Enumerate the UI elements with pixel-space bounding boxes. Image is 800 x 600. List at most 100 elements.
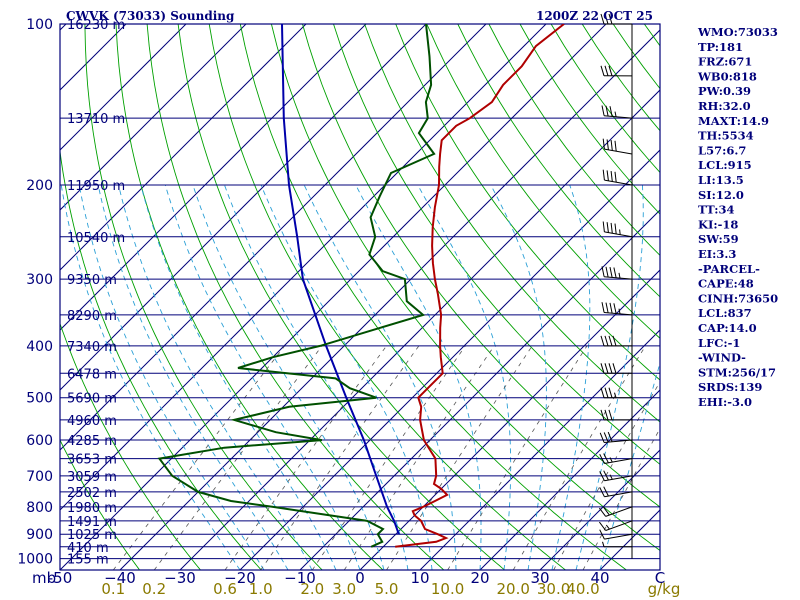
wind-barb <box>599 529 633 540</box>
mixing-ratio-tick-label: 3.0 <box>332 580 356 598</box>
wind-barb-feather <box>601 302 605 313</box>
moist-adiabat-line <box>118 184 313 570</box>
dry-adiabat-line <box>146 24 445 570</box>
isotherm-line <box>239 149 660 570</box>
dry-adiabat-line <box>60 439 140 570</box>
mixing-ratio-line <box>224 345 387 570</box>
moist-adiabat-line <box>164 184 361 570</box>
index-value: KI:-18 <box>698 217 738 231</box>
wind-barb <box>602 138 633 155</box>
pressure-tick-label: 600 <box>26 433 53 449</box>
isotherm-line <box>60 24 607 570</box>
isotherm-line <box>359 269 660 570</box>
wind-barb-feather <box>602 221 605 232</box>
dry-adiabat-line <box>239 24 627 570</box>
dry-adiabat-line <box>333 24 660 465</box>
index-value: TT:34 <box>698 203 735 217</box>
index-value: STM:256/17 <box>698 365 776 379</box>
wind-barb-feather <box>600 65 605 76</box>
height-label: 7340 m <box>67 340 117 355</box>
wind-barb-staff <box>604 458 633 464</box>
height-label: 2502 m <box>67 486 117 501</box>
wind-barb-feather <box>612 363 617 374</box>
pressure-tick-label: 300 <box>26 272 53 288</box>
index-value: LI:13.5 <box>698 173 744 187</box>
wind-barb-half-feather <box>602 541 605 547</box>
isotherm-line <box>539 449 660 570</box>
dry-adiabat-line <box>115 24 384 570</box>
wind-barb-feather <box>600 335 605 347</box>
mixing-ratio-unit-label: g/kg <box>648 580 681 598</box>
wind-barb-feather <box>599 487 605 497</box>
wind-barb-feather <box>607 431 613 442</box>
wind-barb-feather <box>604 335 609 347</box>
height-label: 5690 m <box>67 392 117 407</box>
temperature-tick-label: 20 <box>470 569 489 587</box>
wind-barb-staff <box>604 276 633 280</box>
isotherm-line <box>60 24 307 271</box>
index-value: TH:5534 <box>698 129 754 143</box>
wind-barb-feather <box>605 105 609 117</box>
temperature-tick-label: −30 <box>164 569 196 587</box>
pressure-tick-label: 900 <box>26 527 53 543</box>
moist-adiabat-line <box>490 184 547 570</box>
moist-adiabat-line <box>60 184 241 570</box>
mixing-ratio-line <box>153 345 323 570</box>
height-label: 8290 m <box>67 309 117 324</box>
height-label: 13710 m <box>67 112 125 127</box>
wind-barb-staff <box>605 520 633 531</box>
dry-adiabat-line <box>395 24 660 381</box>
mixing-ratio-line <box>311 345 466 570</box>
wind-barb <box>599 486 633 498</box>
mixing-ratio-tick-label: 5.0 <box>375 580 399 598</box>
index-value: SW:59 <box>698 232 739 246</box>
wind-barb-feather <box>600 363 605 374</box>
wind-barb-feather <box>606 170 609 181</box>
mixing-ratio-line <box>260 345 420 570</box>
index-value: EI:3.3 <box>698 247 736 261</box>
wind-barb-feather <box>603 453 609 464</box>
wind-barb-staff <box>604 179 633 186</box>
index-value: TP:181 <box>698 40 743 54</box>
wind-barb <box>601 105 633 119</box>
dry-adiabat-line <box>270 24 660 551</box>
wind-barb <box>599 520 633 531</box>
wind-barb-feather <box>603 486 609 497</box>
index-value: SRDS:139 <box>698 380 762 394</box>
mixing-ratio-tick-label: 30.0 <box>537 580 570 598</box>
wind-barb-feather <box>608 409 613 421</box>
wind-barb <box>600 65 633 77</box>
wind-barb-feather <box>601 105 605 116</box>
wind-barb-feather <box>600 409 605 421</box>
mixing-ratio-tick-label: 0.2 <box>142 580 166 598</box>
wind-barb-half-feather <box>605 524 610 530</box>
dry-adiabat-line <box>364 24 660 423</box>
index-value: LCL:915 <box>698 158 752 172</box>
dewpoint-line <box>157 24 436 548</box>
dry-adiabat-line <box>488 24 660 257</box>
index-value: WMO:73033 <box>697 25 778 39</box>
wind-barb-half-feather <box>609 457 613 463</box>
moist-adiabat-line <box>355 184 482 570</box>
height-label: 1491 m <box>67 515 117 530</box>
height-label: 10540 m <box>67 231 125 246</box>
wind-barb-feather <box>610 171 613 182</box>
pressure-tick-label: 800 <box>26 500 53 516</box>
index-value: LFC:-1 <box>698 336 740 350</box>
height-label: 4960 m <box>67 414 117 429</box>
mixing-ratio-tick-label: 0.6 <box>213 580 237 598</box>
isotherm-line <box>60 24 367 331</box>
wind-barb-staff <box>604 533 633 540</box>
height-label: 1980 m <box>67 501 117 516</box>
mixing-ratio-tick-label: 40.0 <box>566 580 599 598</box>
index-value: RH:32.0 <box>698 99 751 113</box>
pressure-tick-label: 1000 <box>17 552 53 568</box>
wind-barb <box>600 363 633 374</box>
wind-barb-feather <box>614 140 617 152</box>
wind-barb-feather <box>599 529 605 540</box>
mixing-ratio-tick-label: 1.0 <box>249 580 273 598</box>
temperature-line <box>395 24 565 548</box>
wind-barb-feather <box>602 138 605 150</box>
mixing-ratio-line <box>512 345 646 570</box>
